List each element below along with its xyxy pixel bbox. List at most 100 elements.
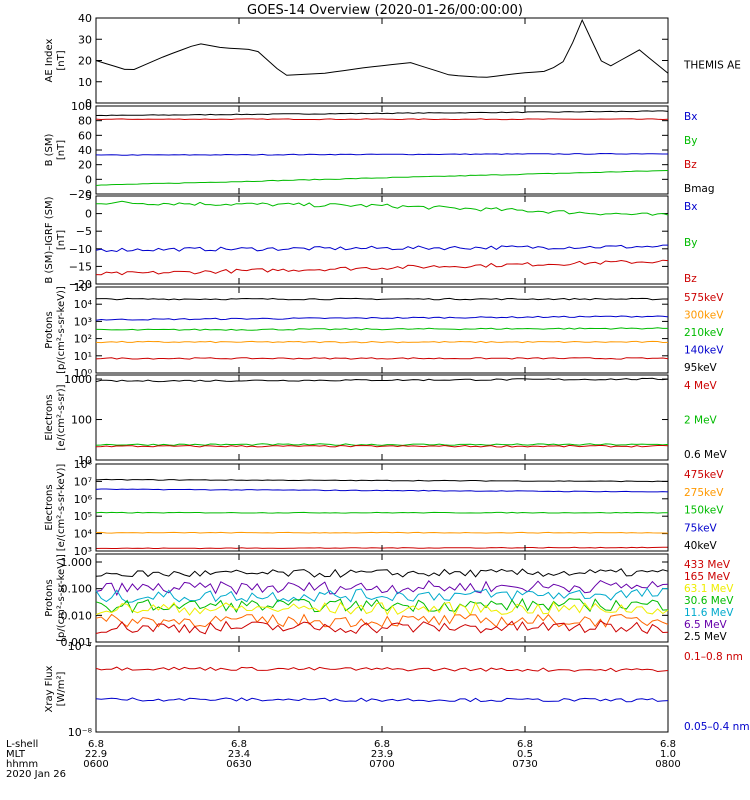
legend-entry: 300keV [684, 310, 724, 322]
y-tick-label: 60 [78, 129, 92, 142]
legend-entry: 165 MeV [684, 571, 731, 583]
legend-entry: 575keV [684, 292, 724, 304]
x-row-label: MLT [6, 749, 26, 760]
y-tick-label: −15 [69, 260, 92, 273]
y-tick-label: 30 [78, 33, 92, 46]
y-tick-label: 0.001 [61, 636, 93, 649]
x-row-label: hhmm [6, 759, 38, 770]
panel-8: 10⁻⁸ 10⁻⁷ Xray Flux [W/m²] 0.1–0.8 nm 0.05–0.… [44, 640, 750, 739]
y-tick-label: −20 [69, 278, 92, 291]
series-line-433-mev [95, 620, 669, 635]
x-tick-label: 6.8 [88, 739, 104, 750]
y-axis-label: [p/(cm²-s-sr-keV)] [56, 554, 67, 642]
y-tick-label: 10⁶ [74, 493, 93, 506]
legend-entry: 0.1–0.8 nm [684, 651, 743, 663]
panel-7: 0.001 0.010 0.100 1.000 Protons [p/(cm²-s-sr-… [44, 553, 734, 649]
x-tick-label: 1.0 [660, 749, 676, 760]
y-tick-label: 10 [78, 454, 92, 467]
legend-entry: 433 MeV [684, 559, 731, 571]
legend-entry: 40keV [684, 540, 718, 552]
y-axis-label: Electrons [44, 394, 55, 440]
x-tick-label: 0800 [655, 759, 680, 770]
panel-frame [95, 645, 669, 733]
y-axis-label: Protons [44, 311, 55, 348]
y-tick-label: 10³ [74, 315, 92, 328]
series-line-210kev [96, 327, 668, 331]
legend-entry: Bmag [684, 183, 715, 195]
series-line-4-mev [95, 444, 669, 448]
legend-entry: 275keV [684, 487, 724, 499]
legend-entry: 75keV [684, 522, 718, 534]
legend-entry: Bz [684, 159, 697, 171]
x-tick-label: 0630 [226, 759, 251, 770]
legend-entry: THEMIS AE [683, 60, 741, 72]
y-tick-label: 10² [74, 333, 92, 346]
panel-6: 10³ 10⁴ 10⁵ 10⁶ 10⁷ 10⁸ Electrons [e/(cm²-s-sr-… [44, 458, 724, 558]
y-tick-label: 40 [78, 12, 92, 25]
legend-entry: 2.5 MeV [684, 631, 728, 643]
series-line-11-6-mev [95, 587, 669, 603]
y-tick-label: 0 [85, 173, 92, 186]
y-tick-label: 0.100 [61, 583, 93, 596]
series-line-themis-ae [95, 18, 669, 78]
x-tick-label: 6.8 [660, 739, 676, 750]
y-axis-label: [nT] [56, 140, 67, 160]
series-line-40kev [95, 478, 668, 483]
legend-entry: 95keV [684, 362, 718, 374]
x-tick-label: 6.8 [374, 739, 390, 750]
panel-4: 10⁰ 10¹ 10² 10³ 10⁴ 10⁵ Protons [p/(cm²-s-sr-ke… [44, 281, 724, 380]
series-line-300kev [95, 340, 669, 344]
y-axis-label: Electrons [44, 484, 55, 530]
y-axis-label: [p/(cm²-s-sr-keV)] [56, 286, 67, 374]
legend-entry: 30.6 MeV [684, 595, 734, 607]
y-axis-label: [e/(cm²-s-sr-keV)] [56, 464, 67, 552]
y-tick-label: 10¹ [74, 350, 92, 363]
series-line-275kev [95, 531, 669, 534]
series-line-95kev [95, 297, 668, 301]
series-line-150kev [95, 511, 669, 514]
y-tick-label: −10 [69, 243, 92, 256]
y-axis-label: Protons [44, 579, 55, 616]
y-tick-label: 10⁵ [74, 510, 92, 523]
panel-frame [95, 17, 669, 104]
legend-entry: 4 MeV [684, 380, 718, 392]
panel-1: 0 10 20 30 40 AE Index [nT] THEMIS AE [44, 12, 741, 110]
date-label: 2020 Jan 26 [6, 769, 66, 780]
y-tick-label: 10 [78, 76, 92, 89]
legend-entry: 140keV [684, 345, 724, 357]
legend-entry: 11.6 MeV [684, 607, 734, 619]
series-line-0-1-0-8-nm [95, 666, 669, 673]
legend-entry: 150keV [684, 505, 724, 517]
series-line-bx [95, 152, 668, 156]
y-tick-label: 0 [85, 97, 92, 110]
legend-entry: 63.1 MeV [684, 583, 734, 595]
y-tick-label: 80 [78, 115, 92, 128]
y-axis-label: B (SM) [44, 133, 55, 166]
y-axis-label: [W/m²] [56, 671, 67, 706]
y-tick-label: 20 [78, 159, 92, 172]
y-tick-label: 0 [85, 208, 92, 221]
series-line-bx [95, 244, 668, 253]
y-tick-label: 20 [78, 55, 92, 68]
series-line-bmag [95, 110, 669, 117]
y-axis-label: [e/(cm²-s-sr)] [56, 384, 67, 450]
x-tick-label: 6.8 [231, 739, 247, 750]
y-tick-label: 100 [71, 414, 92, 427]
panel-frame [95, 195, 669, 285]
series-line-by [95, 200, 669, 216]
y-axis-label: Xray Flux [44, 665, 55, 712]
x-row-label: L-shell [6, 739, 38, 750]
legend-entry: 6.5 MeV [684, 619, 728, 631]
y-tick-label: 100 [71, 100, 92, 113]
series-line-165-mev [95, 613, 669, 628]
y-tick-label: 10⁻⁸ [68, 726, 93, 739]
x-tick-label: 0600 [83, 759, 108, 770]
x-tick-label: 23.9 [371, 749, 393, 760]
x-tick-label: 6.8 [517, 739, 533, 750]
legend-entry: 475keV [684, 469, 724, 481]
y-tick-label: 1.000 [61, 556, 93, 569]
y-tick-label: 5 [85, 190, 92, 203]
